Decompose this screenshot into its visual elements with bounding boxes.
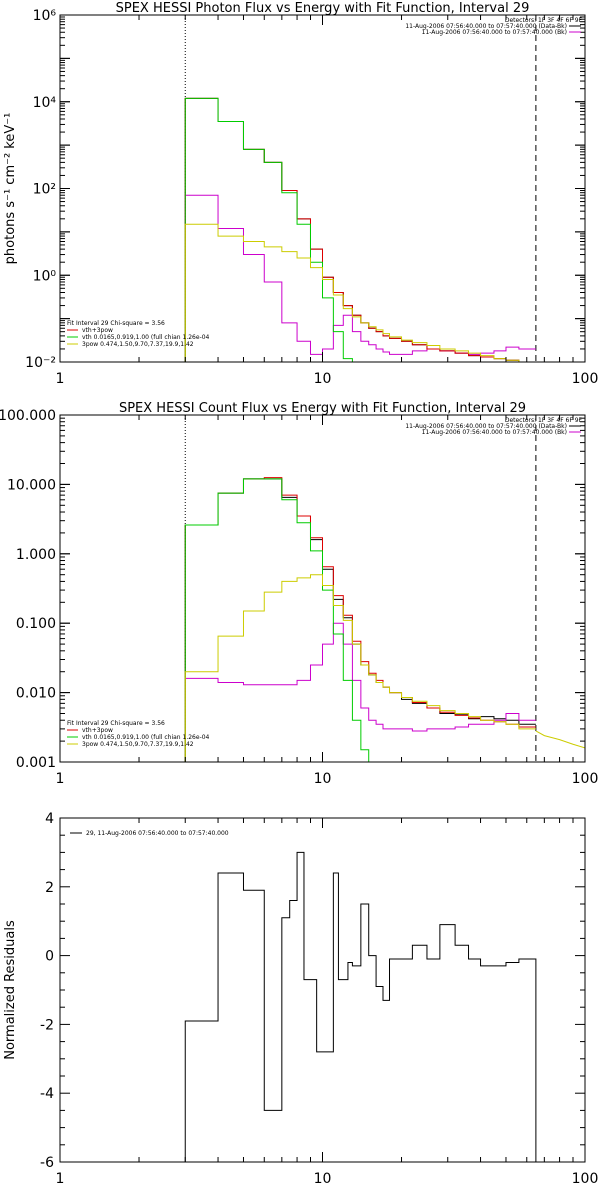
y-tick-label: -6 — [40, 1155, 54, 1171]
series-3pow — [184, 223, 520, 362]
y-tick-label: 2 — [45, 880, 54, 896]
plot-2: SPEX HESSI Count Flux vs Energy with Fit… — [0, 401, 598, 787]
plot-data — [184, 851, 537, 1162]
plot-data — [184, 15, 537, 362]
legend-entry: vth+3pow — [82, 727, 113, 734]
legend-entry: 3pow 0.474,1.50,9.70,7.37,19.9,1.42 — [82, 341, 194, 348]
legend-entry: 3pow 0.474,1.50,9.70,7.37,19.9,1.42 — [82, 741, 194, 748]
chart-title: SPEX HESSI Photon Flux vs Energy with Fi… — [116, 1, 530, 16]
series-vth — [184, 97, 353, 362]
y-tick-label: 10⁻² — [25, 355, 56, 371]
series-3pow — [184, 574, 536, 762]
y-tick-label: 100.000 — [0, 408, 56, 424]
plot-frame — [59, 817, 586, 1163]
plot-1: SPEX HESSI Photon Flux vs Energy with Fi… — [3, 1, 598, 387]
header-line: 11-Aug-2006 07:56:40.000 to 07:57:40.000… — [405, 423, 567, 430]
series-vth-3pow — [184, 97, 520, 362]
y-axis-label: photons s⁻¹ cm⁻² keV⁻¹ — [3, 113, 18, 265]
series-bk — [184, 194, 536, 362]
header-line: 11-Aug-2006 07:56:40.000 to 07:57:40.000… — [422, 29, 567, 36]
series-vth — [184, 478, 370, 762]
series-3pow-tail — [535, 730, 585, 749]
series-29 — [184, 851, 537, 1162]
legend-entry: vth 0.0165,0.919,1.00 (full chian 1.26e-… — [82, 734, 210, 741]
legend-entry: 29, 11-Aug-2006 07:56:40.000 to 07:57:40… — [86, 830, 229, 837]
y-tick-label: 0 — [45, 949, 54, 965]
legend-entry: vth+3pow — [82, 327, 113, 334]
header-line: 11-Aug-2006 07:56:40.000 to 07:57:40.000… — [405, 23, 567, 30]
x-tick-label: 100 — [572, 371, 599, 387]
header-line: 11-Aug-2006 07:56:40.000 to 07:57:40.000… — [422, 429, 567, 436]
chart-title: SPEX HESSI Count Flux vs Energy with Fit… — [119, 401, 526, 416]
y-tick-label: 10⁶ — [33, 8, 57, 24]
y-tick-label: 0.001 — [16, 755, 56, 771]
legend-entry: Fit Interval 29 Chi-square = 3.56 — [67, 720, 165, 727]
x-tick-label: 100 — [572, 771, 599, 787]
y-tick-label: 10.000 — [7, 477, 56, 493]
series-data-bk — [184, 97, 520, 362]
x-tick-label: 10 — [314, 371, 332, 387]
y-tick-label: 1.000 — [16, 547, 56, 563]
y-tick-label: 10⁴ — [33, 95, 57, 111]
y-tick-label: 0.010 — [16, 686, 56, 702]
y-tick-label: 10⁰ — [33, 268, 57, 284]
y-tick-label: -2 — [40, 1017, 54, 1033]
plot-3: 1 10 100 -6 -4 -2 0 2 4 Normalized Residuals 29, 1… — [3, 811, 598, 1187]
y-axis-label: Normalized Residuals — [3, 920, 18, 1060]
y-tick-label: 0.100 — [16, 616, 56, 632]
y-tick-label: 4 — [45, 811, 54, 827]
legend-entry: Fit Interval 29 Chi-square = 3.56 — [67, 320, 165, 327]
x-tick-label: 1 — [56, 371, 65, 387]
x-tick-label: 10 — [314, 771, 332, 787]
x-tick-label: 100 — [572, 1171, 599, 1187]
x-tick-label: 1 — [56, 771, 65, 787]
x-tick-label: 1 — [56, 1171, 65, 1187]
y-tick-label: 10² — [33, 182, 56, 198]
plot-frame — [59, 14, 586, 363]
legend-entry: vth 0.0165,0.919,1.00 (full chian 1.26e-… — [82, 334, 210, 341]
x-tick-label: 10 — [314, 1171, 332, 1187]
y-tick-label: -4 — [40, 1086, 54, 1102]
plot-data — [184, 415, 585, 762]
header-line: Detectors: 1F 3F 4F 6F 9F — [505, 17, 583, 24]
header-line: Detectors: 1F 3F 4F 6F 9F — [505, 417, 583, 424]
